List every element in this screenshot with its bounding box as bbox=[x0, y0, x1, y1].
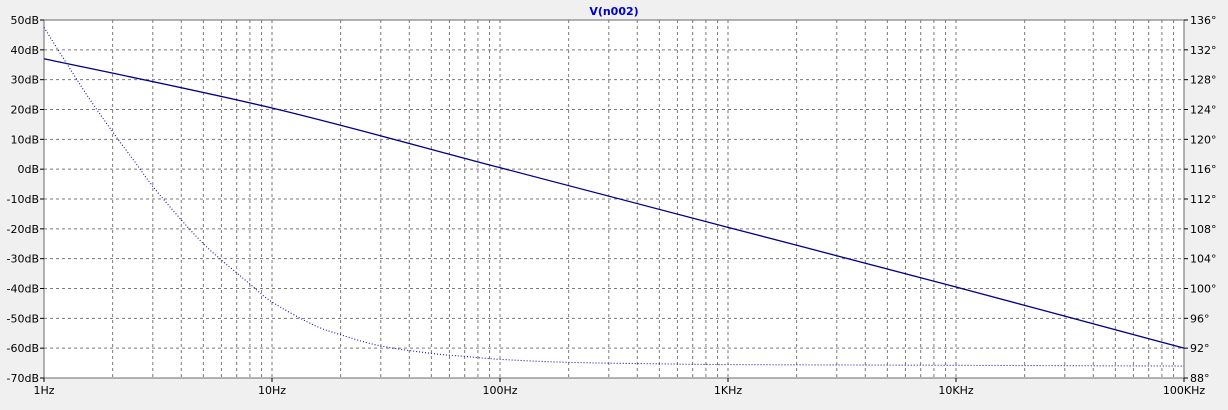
left-tick-label: -50dB bbox=[7, 312, 40, 325]
left-tick-label: -20dB bbox=[7, 223, 40, 236]
left-tick-label: -10dB bbox=[7, 193, 40, 206]
x-tick-label: 10Hz bbox=[258, 384, 286, 397]
grid bbox=[44, 20, 1184, 378]
chart-title[interactable]: V(n002) bbox=[589, 5, 638, 18]
left-tick-label: -40dB bbox=[7, 283, 40, 296]
left-tick-label: 50dB bbox=[10, 14, 39, 27]
x-tick-label: 1KHz bbox=[714, 384, 742, 397]
left-tick-label: -60dB bbox=[7, 342, 40, 355]
left-tick-label: -70dB bbox=[7, 372, 40, 385]
right-tick-label: 128° bbox=[1190, 74, 1217, 87]
left-tick-label: 30dB bbox=[10, 74, 39, 87]
left-tick-label: 0dB bbox=[17, 163, 39, 176]
right-tick-label: 120° bbox=[1190, 133, 1217, 146]
right-tick-label: 124° bbox=[1190, 104, 1217, 117]
x-axis-ticks: 1Hz 10Hz 100Hz 1KHz 10KHz 100KHz bbox=[33, 378, 1205, 397]
right-tick-label: 132° bbox=[1190, 44, 1217, 57]
right-tick-label: 96° bbox=[1190, 312, 1210, 325]
x-tick-label: 100Hz bbox=[482, 384, 517, 397]
series-phase-line bbox=[43, 27, 1185, 367]
right-tick-label: 116° bbox=[1190, 163, 1217, 176]
right-tick-label: 136° bbox=[1190, 14, 1217, 27]
x-tick-label: 100KHz bbox=[1163, 384, 1205, 397]
left-tick-label: -30dB bbox=[7, 253, 40, 266]
left-axis-ticks: 50dB 40dB 30dB 20dB 10dB 0dB -10dB -20dB -30dB -4… bbox=[7, 14, 44, 385]
right-tick-label: 100° bbox=[1190, 283, 1217, 296]
right-tick-label: 108° bbox=[1190, 223, 1217, 236]
right-tick-label: 112° bbox=[1190, 193, 1217, 206]
right-tick-label: 92° bbox=[1190, 342, 1210, 355]
x-tick-label: 1Hz bbox=[33, 384, 54, 397]
series bbox=[43, 27, 1185, 367]
right-axis-ticks: 136° 132° 128° 124° 120° 116° 112° 108° 104° 100°… bbox=[1184, 14, 1217, 385]
series-magnitude-line bbox=[43, 58, 1185, 349]
right-tick-label: 88° bbox=[1190, 372, 1210, 385]
x-tick-label: 10KHz bbox=[938, 384, 973, 397]
left-tick-label: 20dB bbox=[10, 104, 39, 117]
left-tick-label: 40dB bbox=[10, 44, 39, 57]
left-tick-label: 10dB bbox=[10, 133, 39, 146]
right-tick-label: 104° bbox=[1190, 253, 1217, 266]
